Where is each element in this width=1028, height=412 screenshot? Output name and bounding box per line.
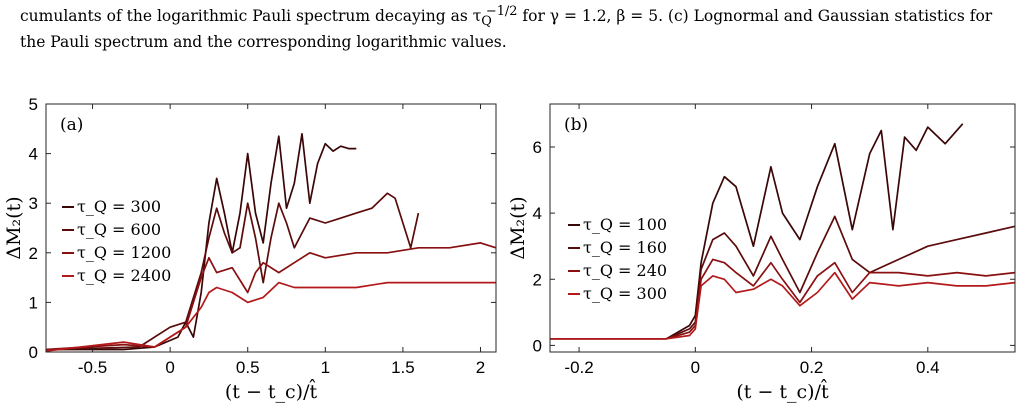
x-tick-label: 0.4 xyxy=(916,358,940,377)
legend-entry: τ_Q = 160 xyxy=(583,238,667,257)
series-line-1 xyxy=(46,132,357,351)
x-tick-label: -0.2 xyxy=(564,358,593,377)
plot-frame xyxy=(45,103,497,353)
y-tick-label: 1 xyxy=(29,293,38,312)
y-tick-label: 4 xyxy=(533,204,542,223)
panel-label: (b) xyxy=(564,115,588,135)
x-axis-label: (t − t_c)/t̂ xyxy=(225,378,318,403)
legend-entry: τ_Q = 2400 xyxy=(77,266,171,285)
x-tick-label: 1.5 xyxy=(391,358,415,377)
y-tick-label: 5 xyxy=(29,95,38,114)
caption-superscript: −1/2 xyxy=(485,4,518,19)
caption-line2: the Pauli spectrum and the corresponding… xyxy=(20,33,507,52)
y-tick-label: 0 xyxy=(29,343,38,362)
chart-panel-b: -0.2 0 0.2 0.4 0 2 4 6 (t − t_c)/t̂ ΔM₂(t) (b) τ_Q … xyxy=(507,103,1016,403)
y-tick-label: 4 xyxy=(29,145,38,164)
legend-entry: τ_Q = 600 xyxy=(77,220,161,239)
figure-caption: cumulants of the logarithmic Pauli spect… xyxy=(20,2,1010,52)
x-tick-label: 0.5 xyxy=(236,358,260,377)
plot-frame xyxy=(549,103,1016,353)
caption-subscript: Q xyxy=(481,14,492,30)
x-tick-label: 0 xyxy=(691,358,700,377)
x-tick-label: 1 xyxy=(321,358,330,377)
x-axis-label: (t − t_c)/t̂ xyxy=(736,378,829,403)
legend-entry: τ_Q = 300 xyxy=(77,197,161,216)
y-tick-label: 0 xyxy=(533,336,542,355)
y-tick-label: 6 xyxy=(533,138,542,157)
caption-text-b: for γ = 1.2, β = 5. (c) Lognormal and Ga… xyxy=(517,7,993,26)
x-tick-label: -0.5 xyxy=(78,358,107,377)
caption-text-a: cumulants of the logarithmic Pauli spect… xyxy=(20,7,482,26)
legend-entry: τ_Q = 300 xyxy=(583,284,667,303)
series-line-2 xyxy=(45,192,420,351)
x-tick-label: 2 xyxy=(476,358,485,377)
series-line-4 xyxy=(550,271,1016,340)
x-tick-label: 0 xyxy=(165,358,174,377)
x-tick-label: 0.2 xyxy=(800,358,824,377)
y-tick-label: 3 xyxy=(29,194,38,213)
legend-entry: τ_Q = 100 xyxy=(583,215,667,234)
series-line-3 xyxy=(45,242,497,351)
panel-label: (a) xyxy=(60,115,83,135)
legend-entry: τ_Q = 240 xyxy=(583,261,667,280)
y-tick-label: 2 xyxy=(533,270,542,289)
y-tick-label: 2 xyxy=(29,244,38,263)
caption-line1: cumulants of the logarithmic Pauli spect… xyxy=(20,4,993,29)
chart-panel-a: -0.5 0 0.5 1 1.5 2 0 1 2 3 4 5 (t − t_c)/t̂ ΔM₂(t) (a)… xyxy=(3,95,497,403)
y-axis-label: ΔM₂(t) xyxy=(507,196,529,259)
y-axis-label: ΔM₂(t) xyxy=(3,196,25,259)
series-line-4 xyxy=(45,281,496,352)
legend-entry: τ_Q = 1200 xyxy=(77,243,171,262)
